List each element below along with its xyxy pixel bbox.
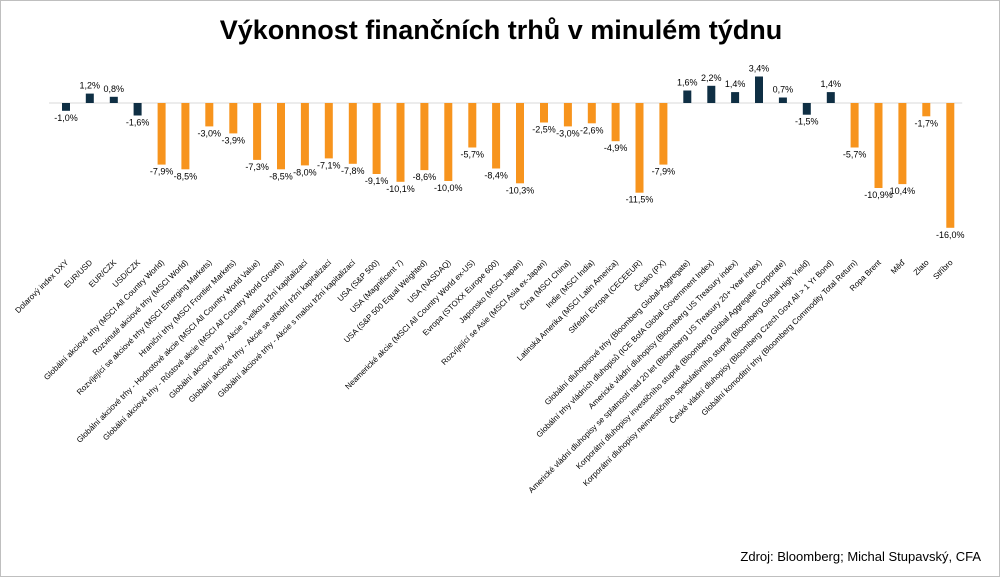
value-labels-layer: -1,0%1,2% 0,8%-1,6%-7,9% -8,5%-3,0%-3,9%-7… xyxy=(54,64,964,240)
bar-globalni-trhy-vladnich-dluhopisu-ice-bofa-global-government-index xyxy=(707,85,716,103)
value-label-rozvijejici-se-asie-msci-asia-ex-japan: -2,5% xyxy=(532,125,556,135)
bar-korporatni-dluhopisy-investicniho-stupne-bloomberg-global-aggregate-corporate xyxy=(778,97,787,103)
value-label-usd-czk: -1,6% xyxy=(126,118,150,128)
value-label-americke-vladni-dluhopisy-bloomberg-us-treasury-index: 1,4% xyxy=(725,79,746,89)
bar-americke-vladni-dluhopisy-se-splatnosti-nad-20-let-bloomberg-us-treasury-20-year-index xyxy=(755,76,763,103)
value-label-dolarovy-index-dxy: -1,0% xyxy=(54,113,78,123)
value-label-usa-magnificent-7: -10,1% xyxy=(386,184,415,194)
bar-globalni-dluhopisove-trhy-bloomberg-global-aggregate xyxy=(683,90,692,103)
bar-med xyxy=(898,103,907,185)
bar-zlato xyxy=(922,103,931,117)
value-label-evropa-stoxx-europe-600: -8,4% xyxy=(484,171,508,181)
bar-stribro xyxy=(946,103,955,228)
bar-rozvijejici-se-asie-msci-asia-ex-japan xyxy=(540,103,548,123)
bars-layer xyxy=(62,76,955,228)
category-label-med: Měď xyxy=(889,258,907,276)
category-label-globalni-komoditni-trhy-bloomberg-commodity-total-return: Globální komoditní trhy (Bloomberg Commo… xyxy=(700,258,860,418)
bar-dolarovy-index-dxy xyxy=(62,103,70,111)
value-label-japonsko-msci-japan: -10,3% xyxy=(506,185,535,195)
value-label-med: 10,4% xyxy=(890,186,916,196)
value-label-indie-msci-india: -2,6% xyxy=(580,125,604,135)
value-label-korporatni-dluhopisy-neinvesticniho-spekulativniho-stupne-bloomberg-global-high-yield: -1,5% xyxy=(795,117,819,127)
value-label-rozvijejici-se-akciove-trhy-msci-emerging-markets: -3,0% xyxy=(198,128,222,138)
source-note: Zdroj: Bloomberg; Michal Stupavský, CFA xyxy=(740,549,981,564)
bar-globalni-akciove-trhy-rustove-akcie-msci-all-country-world-growth xyxy=(277,103,285,170)
bar-indie-msci-india xyxy=(587,103,596,124)
chart-title: Výkonnost finančních trhů v minulém týdn… xyxy=(220,15,783,45)
value-label-korporatni-dluhopisy-investicniho-stupne-bloomberg-global-aggregate-corporate: 0,7% xyxy=(773,85,794,95)
value-label-americke-vladni-dluhopisy-se-splatnosti-nad-20-let-bloomberg-us-treasury-20-year-index: 3,4% xyxy=(749,64,770,74)
category-label-stribro: Stříbro xyxy=(931,258,955,282)
bar-globalni-akciove-trhy-akcie-s-malou-trzni-kapitalizaci xyxy=(348,103,357,164)
bar-ceske-vladni-dluhopisy-bloomberg-czech-govt-all-1-yr-bond xyxy=(826,92,835,103)
bar-cina-msci-china xyxy=(563,103,572,127)
bar-neamericke-akcie-msci-all-country-world-ex-us xyxy=(468,103,477,148)
value-label-globalni-akciove-trhy-akcie-s-malou-trzni-kapitalizaci: -7,8% xyxy=(341,166,365,176)
bar-usa-magnificent-7 xyxy=(396,103,405,182)
bar-cesko-px xyxy=(659,103,668,165)
bar-americke-vladni-dluhopisy-bloomberg-us-treasury-index xyxy=(731,92,740,103)
value-label-globalni-komoditni-trhy-bloomberg-commodity-total-return: -5,7% xyxy=(843,150,867,160)
value-label-globalni-akciove-trhy-msci-all-country-world: -7,9% xyxy=(150,167,174,177)
bar-globalni-komoditni-trhy-bloomberg-commodity-total-return xyxy=(850,103,859,148)
value-label-globalni-akciove-trhy-rustove-akcie-msci-all-country-world-growth: -8,5% xyxy=(269,171,293,181)
value-label-usa-s-p-500-equal-weighted: -8,6% xyxy=(413,172,437,182)
value-label-cina-msci-china: -3,0% xyxy=(556,128,580,138)
value-label-globalni-akciove-trhy-akcie-se-stredni-trzni-kapitalizaci: -7,1% xyxy=(317,160,341,170)
value-label-globalni-akciove-trhy-hodnotove-akcie-msci-all-country-world-value: -7,3% xyxy=(245,162,269,172)
bar-eur-czk xyxy=(109,96,118,103)
category-labels-layer: Dolarový index DXYEUR/USDEUR/CZKUSD/CZKG… xyxy=(13,258,955,495)
bar-evropa-stoxx-europe-600 xyxy=(492,103,501,169)
value-label-hranicni-trhy-msci-frontier-markets: -3,9% xyxy=(222,135,246,145)
value-label-cesko-px: -7,9% xyxy=(652,167,676,177)
bar-usd-czk xyxy=(133,103,142,116)
value-label-usa-s-p-500: -9,1% xyxy=(365,176,389,186)
value-label-globalni-akciove-trhy-akcie-s-velkou-trzni-kapitalizaci: -8,0% xyxy=(293,167,317,177)
bar-latinska-amerika-msci-latin-america xyxy=(611,103,620,142)
bar-usa-s-p-500-equal-weighted xyxy=(420,103,429,171)
value-label-eur-czk: 0,8% xyxy=(104,84,125,94)
bar-globalni-akciove-trhy-akcie-s-velkou-trzni-kapitalizaci xyxy=(300,103,309,166)
bar-globalni-akciove-trhy-hodnotove-akcie-msci-all-country-world-value xyxy=(253,103,262,160)
bar-korporatni-dluhopisy-neinvesticniho-spekulativniho-stupne-bloomberg-global-high-yield xyxy=(802,103,811,115)
value-label-ropa-brent: -10,9% xyxy=(864,190,893,200)
value-label-stredni-evropa-ceceeur: -11,5% xyxy=(626,195,654,205)
value-label-eur-usd: 1,2% xyxy=(80,81,101,91)
bar-stredni-evropa-ceceeur xyxy=(635,103,644,193)
value-label-globalni-dluhopisove-trhy-bloomberg-global-aggregate: 1,6% xyxy=(677,78,698,88)
bar-eur-usd xyxy=(85,93,94,103)
value-label-neamericke-akcie-msci-all-country-world-ex-us: -5,7% xyxy=(461,150,485,160)
category-label-usa-s-p-500: USA (S&P 500) xyxy=(336,258,381,303)
bar-rozvijejici-se-akciove-trhy-msci-emerging-markets xyxy=(205,103,214,127)
bar-ropa-brent xyxy=(874,103,883,188)
bar-usa-s-p-500 xyxy=(372,103,381,174)
value-label-rozvinute-akciove-trhy-msci-world: -8,5% xyxy=(174,171,198,181)
bar-hranicni-trhy-msci-frontier-markets xyxy=(229,103,238,134)
bar-japonsko-msci-japan xyxy=(516,103,524,184)
value-label-stribro: -16,0% xyxy=(936,230,965,240)
category-label-zlato: Zlato xyxy=(912,258,931,277)
value-label-latinska-amerika-msci-latin-america: -4,9% xyxy=(604,143,628,153)
category-label-dolarovy-index-dxy: Dolarový index DXY xyxy=(13,258,70,315)
bar-globalni-akciove-trhy-msci-all-country-world xyxy=(157,103,166,165)
value-label-usa-nasdaq: -10,0% xyxy=(434,183,463,193)
bar-globalni-akciove-trhy-akcie-se-stredni-trzni-kapitalizaci xyxy=(324,103,333,159)
value-label-globalni-trhy-vladnich-dluhopisu-ice-bofa-global-government-index: 2,2% xyxy=(701,73,722,83)
bar-usa-nasdaq xyxy=(444,103,453,181)
value-label-zlato: -1,7% xyxy=(915,118,939,128)
bar-rozvinute-akciove-trhy-msci-world xyxy=(181,103,190,170)
value-label-ceske-vladni-dluhopisy-bloomberg-czech-govt-all-1-yr-bond: 1,4% xyxy=(821,79,842,89)
